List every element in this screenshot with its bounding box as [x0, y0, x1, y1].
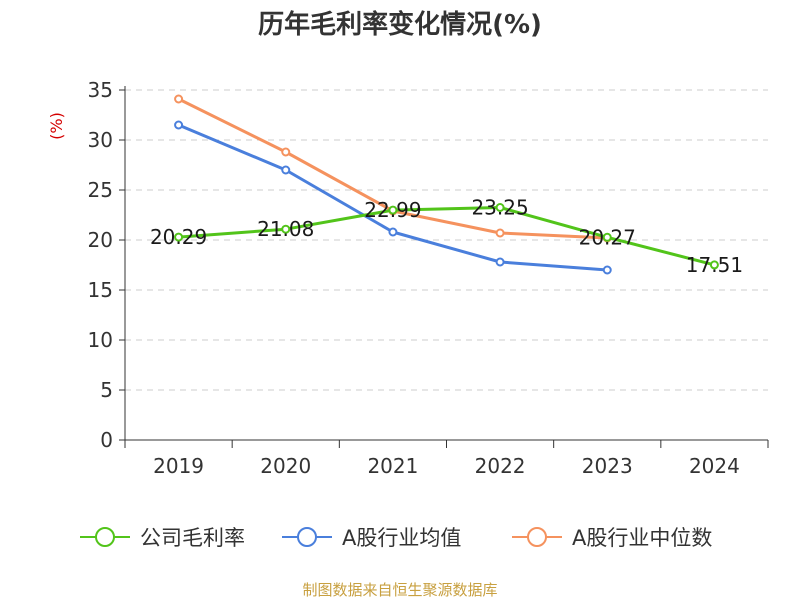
- data-label: 22.99: [364, 198, 421, 222]
- source-note: 制图数据来自恒生聚源数据库: [302, 581, 497, 599]
- legend-label: 公司毛利率: [140, 526, 245, 550]
- y-tick-label: 30: [88, 128, 113, 152]
- data-point: [281, 147, 291, 157]
- x-tick-label: 2024: [689, 454, 740, 478]
- legend-marker: [527, 527, 547, 547]
- data-point: [388, 205, 398, 215]
- x-tick-label: 2019: [153, 454, 204, 478]
- data-point: [495, 228, 505, 238]
- legend-label: A股行业均值: [342, 526, 461, 550]
- data-point: [174, 232, 184, 242]
- chart-title: 历年毛利率变化情况(%): [258, 9, 542, 40]
- legend-label: A股行业中位数: [572, 526, 712, 550]
- legend[interactable]: 公司毛利率 A股行业均值 A股行业中位数: [80, 526, 712, 550]
- y-axis-label: (%): [47, 112, 66, 140]
- x-tick-label: 2021: [367, 454, 418, 478]
- data-point: [174, 94, 184, 104]
- legend-marker: [297, 527, 317, 547]
- y-tick-label: 20: [88, 228, 113, 252]
- y-tick-label: 5: [100, 378, 113, 402]
- data-point: [602, 265, 612, 275]
- x-tick-label: 2022: [475, 454, 526, 478]
- data-point: [281, 224, 291, 234]
- y-tick-label: 10: [88, 328, 113, 352]
- data-point: [281, 165, 291, 175]
- data-labels: 20.29 21.08 22.99 23.25 20.27 17.51: [150, 196, 743, 277]
- x-tick-label: 2020: [260, 454, 311, 478]
- y-tick-label: 15: [88, 278, 113, 302]
- series-layer: [174, 94, 719, 275]
- axes: 0 5 10 15 20 25 30 35 2019 2020 2021 2022 2023 2024: [88, 78, 769, 478]
- y-tick-label: 25: [88, 178, 113, 202]
- data-point: [388, 227, 398, 237]
- data-label: 17.51: [686, 253, 743, 277]
- data-point: [174, 120, 184, 130]
- data-point: [495, 257, 505, 267]
- data-point: [709, 260, 719, 270]
- legend-marker: [95, 527, 115, 547]
- data-point: [602, 232, 612, 242]
- data-label: 23.25: [471, 196, 528, 220]
- data-label: 20.27: [579, 225, 636, 249]
- data-label: 20.29: [150, 225, 207, 249]
- data-label: 21.08: [257, 217, 314, 241]
- grid: [125, 89, 768, 391]
- x-tick-label: 2023: [582, 454, 633, 478]
- y-tick-label: 35: [88, 78, 113, 102]
- series-line: [178, 206, 715, 267]
- data-point: [495, 203, 505, 212]
- y-tick-label: 0: [100, 428, 113, 452]
